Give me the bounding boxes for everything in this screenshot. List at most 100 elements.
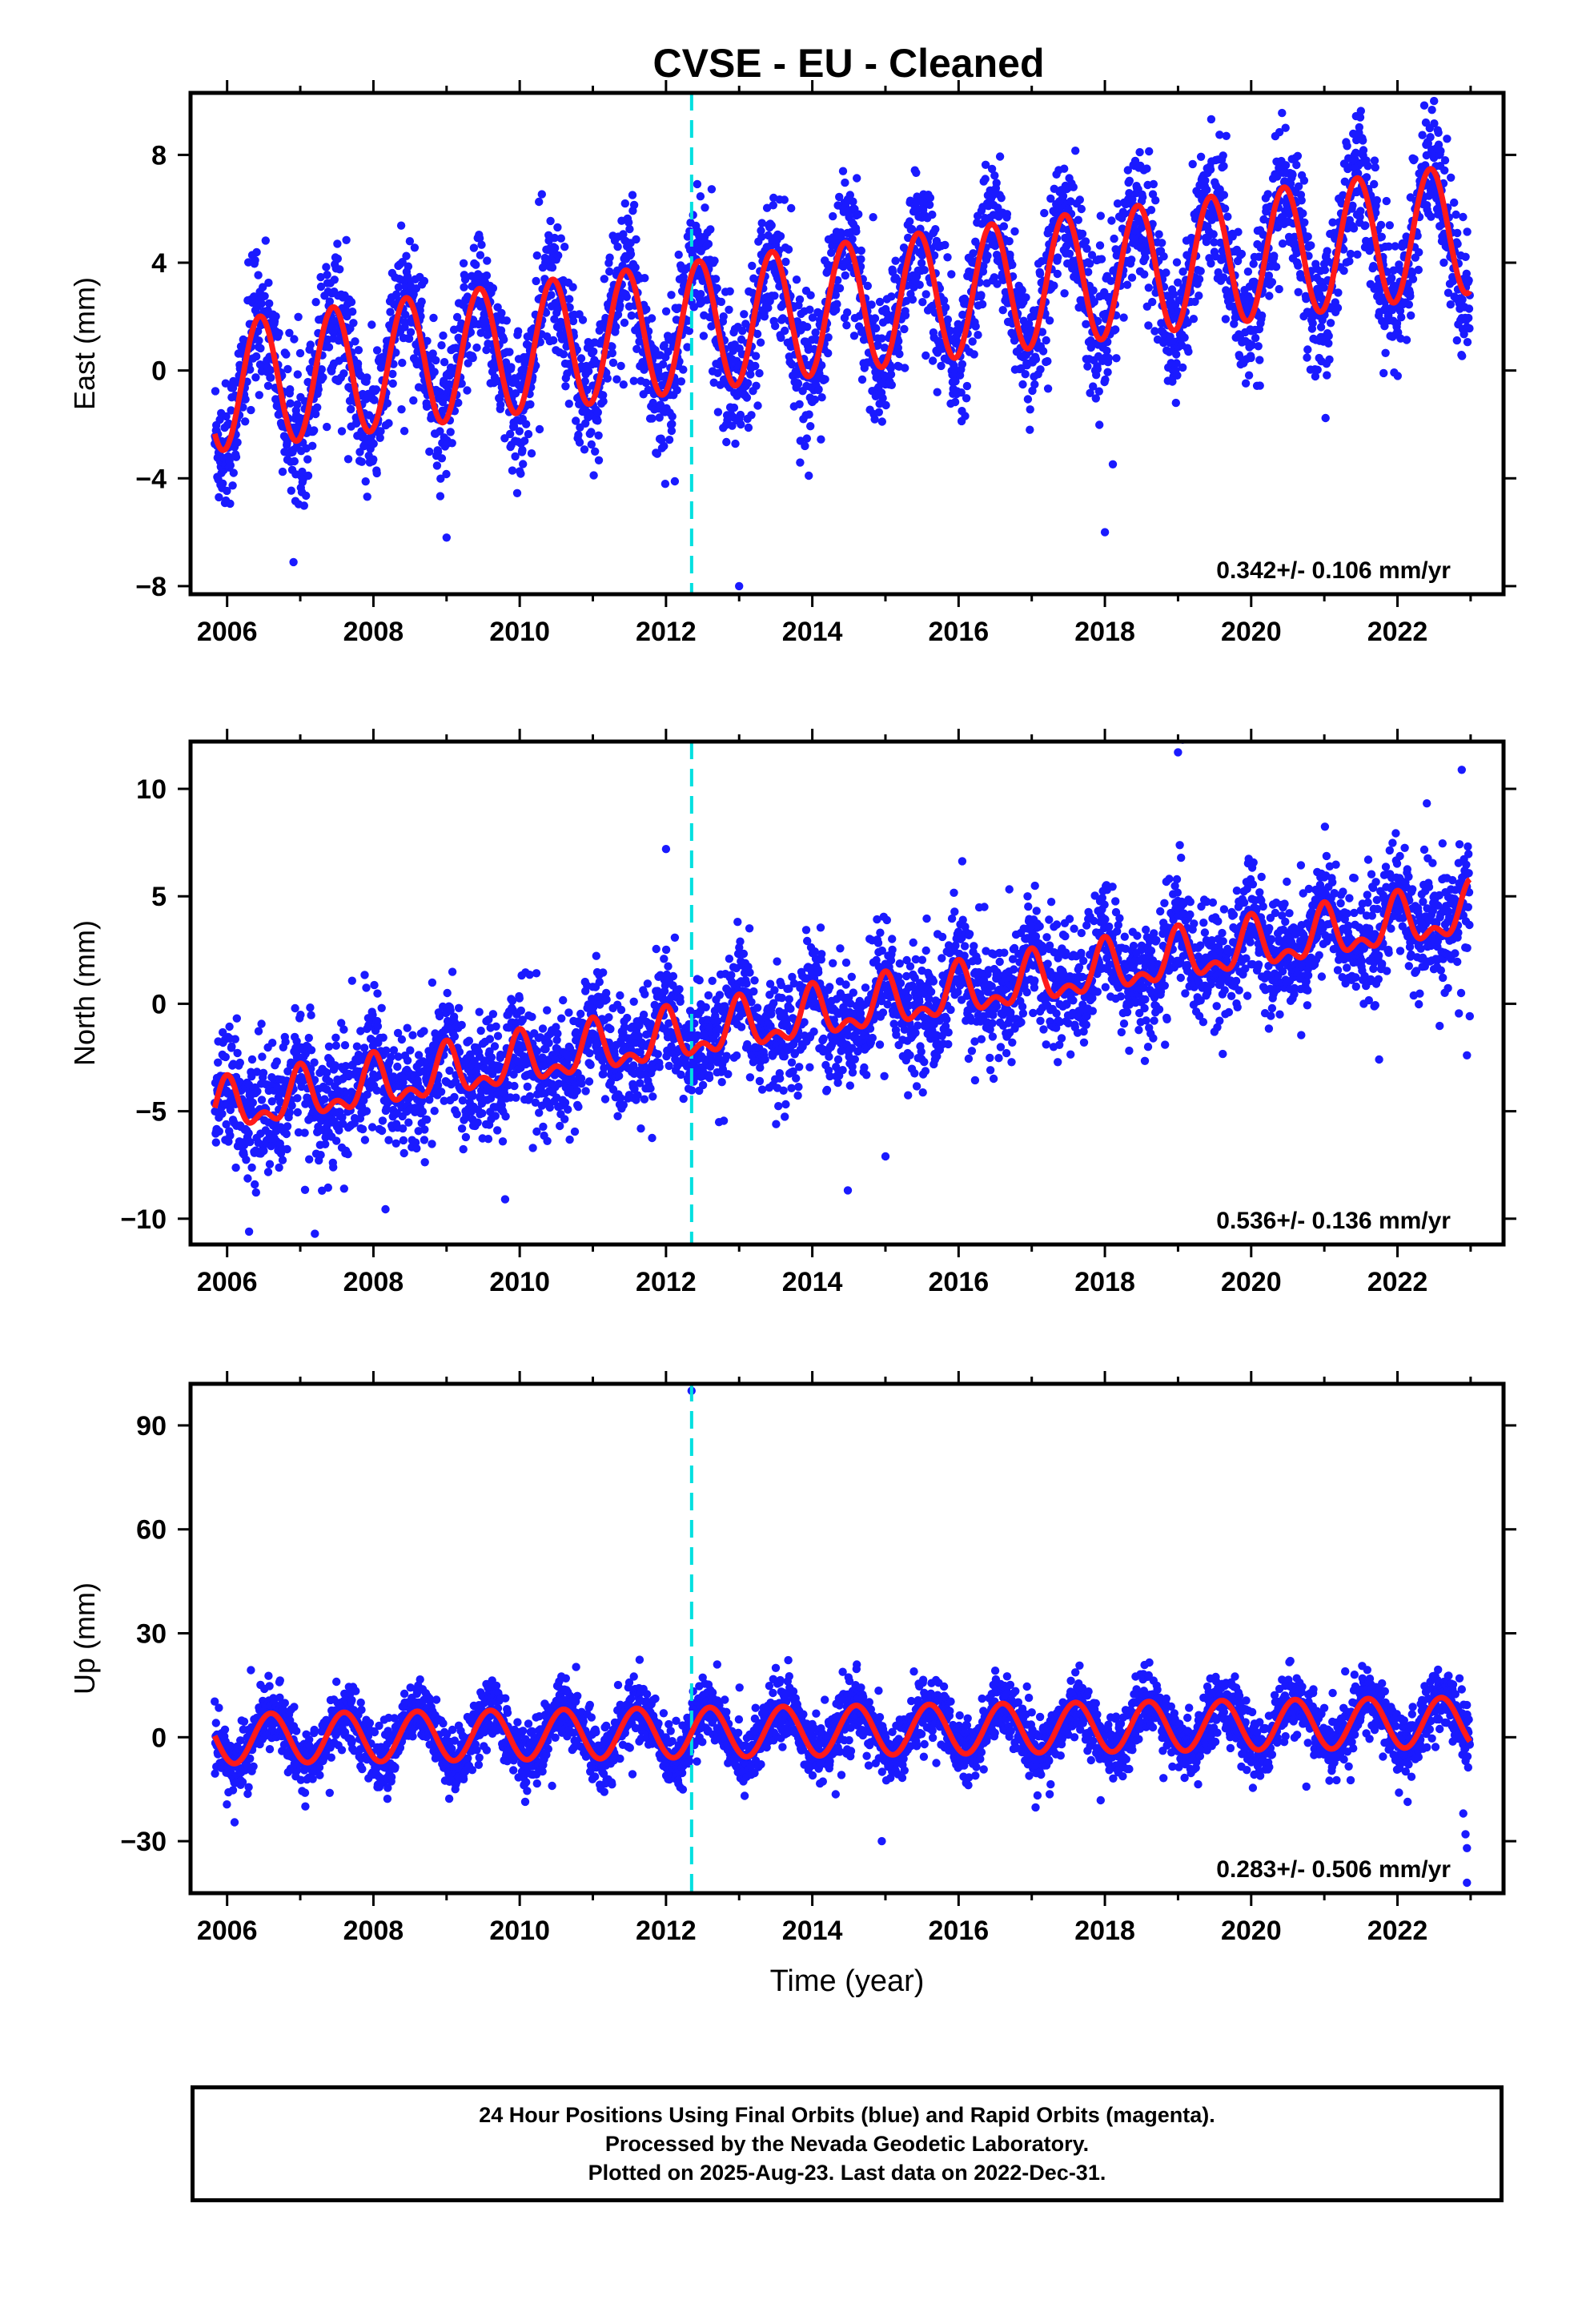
data-point [335, 1126, 343, 1135]
data-point [1145, 147, 1154, 156]
data-point [446, 1006, 455, 1015]
data-point [436, 492, 445, 501]
data-point [568, 283, 577, 292]
data-point [1135, 147, 1144, 157]
data-point [1006, 250, 1014, 259]
data-point [1293, 151, 1303, 160]
data-point [525, 1092, 535, 1101]
data-point [476, 251, 485, 259]
data-point [1081, 237, 1090, 246]
data-point [492, 1022, 500, 1031]
data-point [510, 1081, 519, 1091]
data-point [331, 1061, 339, 1070]
data-point [508, 466, 517, 475]
data-point [1376, 220, 1386, 230]
data-point [330, 275, 339, 284]
data-point [1464, 275, 1473, 285]
data-point [387, 1052, 396, 1062]
data-point [325, 297, 334, 306]
data-point [399, 1136, 408, 1145]
data-point [926, 193, 935, 203]
data-point [404, 262, 413, 271]
data-point [488, 1010, 498, 1019]
data-point [247, 1055, 257, 1064]
east-panel: 2006 2008 2010 2012 2014 2016 2018 2020 2022−8−4… [68, 80, 1516, 647]
data-point [333, 239, 342, 248]
data-point [877, 334, 886, 343]
data-point [1219, 162, 1228, 171]
data-point [1326, 319, 1335, 328]
data-point [260, 292, 269, 300]
data-point [420, 276, 429, 286]
data-point [974, 331, 982, 340]
data-point [428, 349, 437, 358]
data-point [589, 347, 598, 356]
data-point [457, 1124, 467, 1133]
data-point [764, 304, 773, 312]
data-point [568, 316, 578, 326]
data-point [278, 1156, 287, 1164]
data-point [1318, 294, 1327, 304]
data-point [1221, 315, 1231, 324]
data-point [475, 234, 484, 243]
data-point [748, 288, 757, 297]
data-point [704, 239, 713, 248]
data-point [710, 256, 719, 265]
data-point [1290, 232, 1299, 241]
data-point [1084, 267, 1093, 276]
data-point [912, 168, 921, 177]
data-point [1036, 365, 1045, 374]
data-point [278, 467, 287, 476]
data-point [372, 468, 381, 478]
data-point [612, 375, 621, 384]
data-point [795, 295, 805, 304]
data-point [872, 324, 881, 333]
data-point [796, 458, 805, 467]
data-point [565, 303, 574, 312]
data-point [247, 1163, 256, 1172]
data-point [406, 1092, 416, 1101]
data-point [660, 441, 669, 451]
data-point [693, 179, 702, 189]
data-point [559, 350, 568, 359]
data-point [1050, 281, 1058, 290]
data-point [824, 333, 833, 342]
data-point [367, 1123, 377, 1132]
data-point [841, 178, 849, 187]
data-point [1207, 115, 1216, 124]
data-point [875, 297, 885, 307]
data-point [811, 328, 820, 337]
data-point [951, 377, 960, 386]
data-point [351, 337, 359, 346]
data-point [265, 1160, 275, 1168]
data-point [564, 400, 573, 408]
data-point [497, 308, 506, 318]
data-point [311, 298, 320, 307]
data-point [379, 1033, 387, 1042]
data-point [751, 352, 761, 360]
data-point [1178, 267, 1187, 276]
data-point [459, 259, 468, 267]
data-point [1142, 164, 1151, 173]
data-point [347, 404, 355, 414]
data-point [648, 414, 656, 423]
data-point [753, 401, 762, 410]
data-point [624, 218, 633, 227]
data-point [1247, 340, 1256, 350]
data-point [231, 1035, 239, 1043]
data-point [464, 1036, 474, 1045]
data-point [291, 1003, 299, 1013]
data-point [1008, 260, 1017, 269]
data-point [425, 1096, 434, 1104]
data-point [655, 413, 664, 422]
data-point [300, 1128, 309, 1137]
data-point [403, 1056, 412, 1065]
data-point [1443, 135, 1452, 143]
data-point [641, 378, 651, 388]
data-point [753, 329, 762, 339]
data-point [377, 1003, 386, 1013]
data-point [1113, 199, 1122, 208]
data-point [1090, 297, 1099, 307]
data-point [306, 340, 315, 349]
data-point [393, 1028, 403, 1038]
